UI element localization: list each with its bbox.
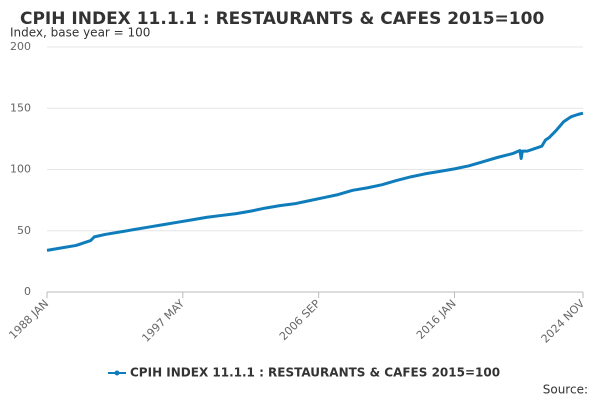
x-tick-label: 2006 SEP <box>277 297 323 343</box>
x-tick-label: 1997 MAY <box>139 297 187 345</box>
x-tick-label: 1988 JAN <box>6 297 51 342</box>
x-tick-label: 2024 NOV <box>539 297 588 346</box>
legend-label: CPIH INDEX 11.1.1 : RESTAURANTS & CAFES … <box>130 366 500 380</box>
y-tick-label: 150 <box>10 101 31 114</box>
legend-marker <box>114 370 120 376</box>
source: Source: <box>543 383 588 397</box>
x-tick-label: 2016 JAN <box>414 297 459 342</box>
y-tick-label: 100 <box>10 163 31 176</box>
y-tick-label: 50 <box>17 224 31 237</box>
y-tick-label: 200 <box>10 40 31 53</box>
chart-subtitle: Index, base year = 100 <box>10 26 150 40</box>
chart-title: CPIH INDEX 11.1.1 : RESTAURANTS & CAFES … <box>20 9 544 29</box>
line <box>46 111 584 252</box>
y-tick-label: 0 <box>24 285 31 298</box>
